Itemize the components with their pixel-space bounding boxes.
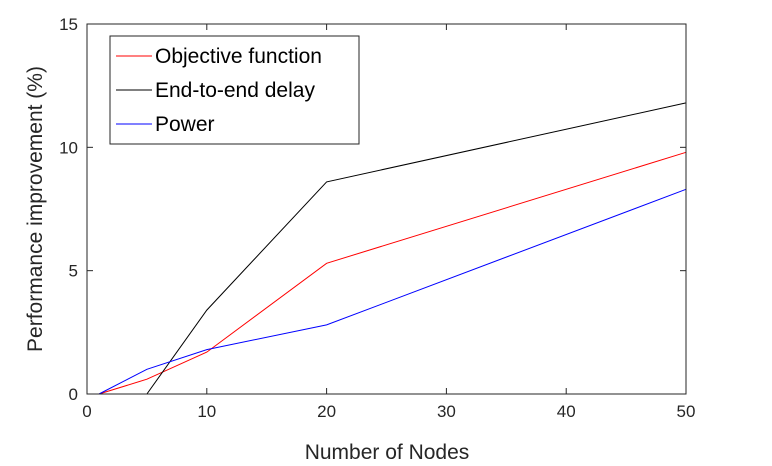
axis-ticks: 0 10 20 30 40 50 0 5 10 15 [59,15,695,421]
x-tick-label: 30 [437,402,456,421]
y-tick-label: 0 [69,385,78,404]
series-lines [98,102,687,395]
series-line-objective-function [98,151,687,395]
x-tick-label: 20 [317,402,336,421]
y-tick-label: 5 [69,262,78,281]
y-tick-label: 15 [59,15,78,34]
series-line-power [98,188,687,395]
axes-box [86,23,687,395]
x-tick-label: 10 [197,402,216,421]
x-tick-label: 40 [557,402,576,421]
y-tick-label: 10 [59,138,78,157]
legend-label-objective-function: Objective function [155,45,322,68]
x-axis-label: Number of Nodes [305,441,470,464]
x-tick-label: 50 [677,402,696,421]
legend-label-power: Power [155,113,215,136]
legend: Objective function End-to-end delay Power [109,35,360,145]
legend-label-end-to-end-delay: End-to-end delay [155,79,315,102]
series-line-end-to-end-delay [146,102,687,395]
x-tick-label: 0 [82,402,91,421]
y-axis-label: Performance improvement (%) [24,66,47,352]
